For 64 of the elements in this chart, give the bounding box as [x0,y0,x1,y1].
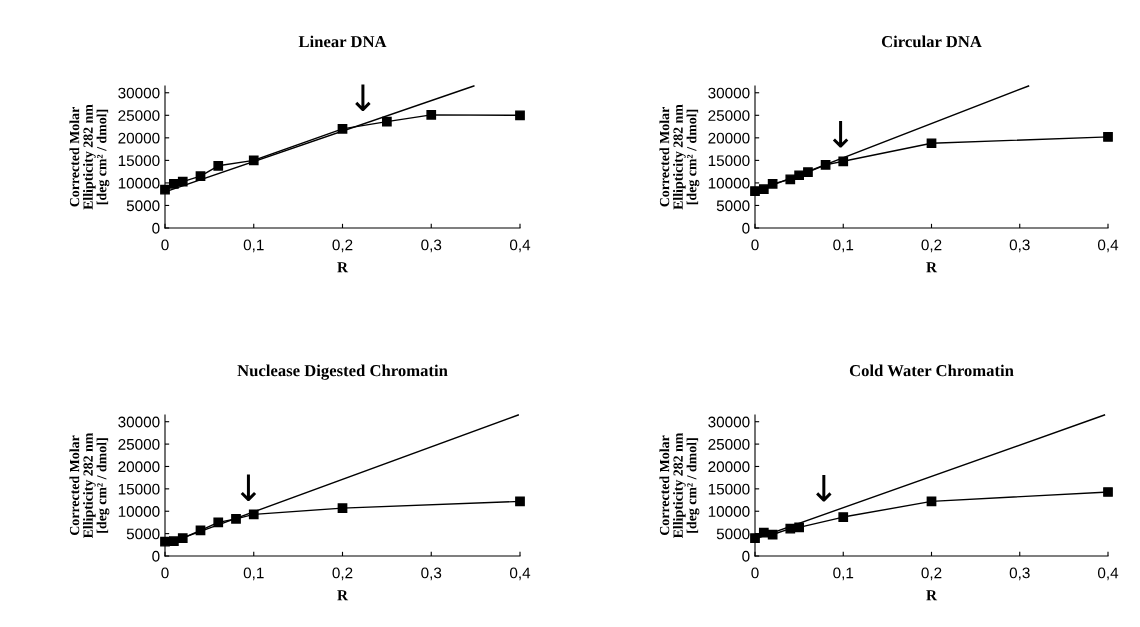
chart-title: Cold Water Chromatin [849,364,1014,377]
x-tick-label: 0,4 [509,239,531,253]
annotation: ↓ [240,474,257,501]
annotation: ↓ [816,474,832,502]
x-axis-title: R [337,590,349,601]
x-tick-label: 0,3 [421,239,442,253]
y-tick-label: 15000 [708,155,750,167]
y-axis-title: Corrected Molar Ellipticity 282 nm [deg cm² / dmol] [69,432,110,539]
y-tick-label: 25000 [118,110,160,121]
y-tick-label: 25000 [708,438,750,450]
x-tick-label: 0 [161,567,169,579]
y-tick-label: 30000 [118,416,160,428]
y-tick-label: 15000 [118,155,160,167]
x-axis-title: R [926,262,938,273]
x-axis-title: R [337,262,349,273]
x-tick-label: 0,3 [1009,239,1030,253]
y-axis-title: Corrected Molar Ellipticity 282 nm [deg cm² / dmol] [69,104,110,210]
y-tick-label: 0 [742,222,750,234]
annotation: ↓ [355,84,371,111]
y-tick-label: 0 [152,222,160,234]
chart-title: Nuclease Digested Chromatin [237,364,448,380]
x-tick-label: 0 [751,567,759,579]
x-tick-label: 0,2 [332,567,353,581]
y-tick-label: 0 [742,550,750,562]
y-tick-label: 30000 [708,87,750,99]
x-tick-label: 0,3 [421,567,442,581]
y-tick-label: 5000 [716,200,750,212]
y-tick-label: 20000 [708,461,750,473]
x-tick-label: 0,3 [1009,567,1030,581]
x-tick-label: 0,1 [243,239,264,253]
chart-title: Circular DNA [881,35,982,48]
x-tick-label: 0 [161,239,169,251]
y-tick-label: 25000 [118,438,160,450]
y-tick-label: 0 [152,550,160,562]
chart-title: Linear DNA [298,35,387,48]
y-tick-label: 20000 [118,132,160,144]
y-tick-label: 5000 [716,528,750,540]
y-tick-label: 25000 [708,110,750,121]
y-tick-label: 5000 [126,200,160,212]
x-tick-label: 0,2 [921,239,942,253]
x-tick-label: 0,1 [243,567,264,581]
x-tick-label: 0,2 [332,239,353,253]
y-axis-title: Corrected Molar Ellipticity 282 nm [deg cm² / dmol] [659,432,700,539]
y-tick-label: 10000 [118,177,160,189]
y-tick-label: 20000 [708,132,750,144]
x-tick-label: 0,4 [509,567,531,581]
y-tick-label: 5000 [126,528,160,540]
y-tick-label: 15000 [118,483,160,495]
x-tick-label: 0,2 [921,567,942,581]
x-axis-title: R [926,590,938,601]
y-tick-label: 10000 [708,506,750,517]
annotation: ↓ [832,120,849,148]
x-tick-label: 0,1 [833,567,854,581]
y-tick-label: 20000 [118,461,160,473]
y-axis-title: Corrected Molar Ellipticity 282 nm [deg cm² / dmol] [659,104,700,210]
y-tick-label: 10000 [118,506,160,517]
x-tick-label: 0 [751,239,759,251]
x-tick-label: 0,4 [1097,239,1119,253]
y-tick-label: 15000 [708,483,750,495]
y-tick-label: 10000 [708,177,750,189]
x-tick-label: 0,4 [1097,567,1119,581]
y-tick-label: 30000 [118,87,160,99]
y-tick-label: 30000 [708,416,750,428]
x-tick-label: 0,1 [833,239,854,253]
